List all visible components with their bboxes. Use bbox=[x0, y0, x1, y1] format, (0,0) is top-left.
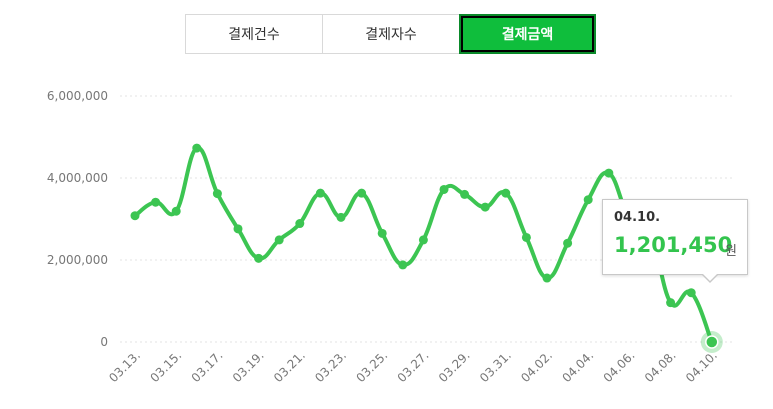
data-point[interactable] bbox=[521, 232, 531, 242]
data-point[interactable] bbox=[254, 253, 264, 263]
tooltip-date: 04.10. bbox=[614, 210, 661, 225]
x-tick-label: 03.19. bbox=[230, 348, 267, 385]
x-tick-label: 04.08. bbox=[642, 348, 679, 385]
data-point[interactable] bbox=[336, 212, 346, 222]
x-tick-label: 03.17. bbox=[189, 348, 226, 385]
data-point[interactable] bbox=[192, 143, 202, 153]
tab-payment-count[interactable]: 결제건수 bbox=[185, 14, 323, 54]
data-point[interactable] bbox=[604, 168, 614, 178]
x-tick-label: 03.29. bbox=[436, 348, 473, 385]
highlighted-point[interactable] bbox=[705, 335, 719, 349]
x-tick-label: 04.06. bbox=[601, 348, 638, 385]
metric-tabs: 결제건수 결제자수 결제금액 bbox=[185, 14, 596, 54]
data-point[interactable] bbox=[171, 206, 181, 216]
data-point[interactable] bbox=[666, 298, 676, 308]
data-point[interactable] bbox=[480, 202, 490, 212]
data-point[interactable] bbox=[130, 211, 140, 221]
data-point[interactable] bbox=[563, 238, 573, 248]
data-point[interactable] bbox=[295, 219, 305, 229]
data-point[interactable] bbox=[377, 228, 387, 238]
tooltip-value: 1,201,450 bbox=[614, 233, 733, 257]
y-tick-label: 4,000,000 bbox=[47, 171, 108, 185]
data-point[interactable] bbox=[583, 195, 593, 205]
x-tick-label: 03.25. bbox=[353, 348, 390, 385]
x-axis-labels: 03.13. 03.15. 03.17. 03.19. 03.21. 03.23. 03.2… bbox=[106, 348, 720, 385]
value-tooltip: 04.10. 1,201,450 원 bbox=[602, 199, 748, 283]
data-point[interactable] bbox=[274, 235, 284, 245]
data-points bbox=[130, 143, 723, 353]
x-tick-label: 03.13. bbox=[106, 348, 143, 385]
data-point[interactable] bbox=[501, 188, 511, 198]
x-tick-label: 03.31. bbox=[477, 348, 514, 385]
x-tick-label: 03.15. bbox=[147, 348, 184, 385]
y-tick-label: 6,000,000 bbox=[47, 89, 108, 103]
tab-payer-count[interactable]: 결제자수 bbox=[322, 14, 460, 54]
data-point[interactable] bbox=[460, 189, 470, 199]
tab-payment-amount[interactable]: 결제금액 bbox=[459, 14, 596, 54]
data-point[interactable] bbox=[233, 224, 243, 234]
data-point[interactable] bbox=[315, 188, 325, 198]
data-point[interactable] bbox=[542, 273, 552, 283]
y-tick-label: 0 bbox=[100, 335, 108, 349]
y-axis-labels: 0 2,000,000 4,000,000 6,000,000 bbox=[47, 89, 108, 349]
x-tick-label: 03.21. bbox=[271, 348, 308, 385]
data-point[interactable] bbox=[151, 197, 161, 207]
data-point[interactable] bbox=[418, 235, 428, 245]
x-tick-label: 04.04. bbox=[559, 348, 596, 385]
x-tick-label: 04.02. bbox=[518, 348, 555, 385]
tooltip-unit: 원 bbox=[725, 244, 737, 259]
tooltip-arrow bbox=[701, 273, 719, 283]
data-point[interactable] bbox=[398, 260, 408, 270]
x-tick-label: 03.27. bbox=[395, 348, 432, 385]
data-point[interactable] bbox=[439, 184, 449, 194]
x-tick-label: 04.10. bbox=[683, 348, 720, 385]
data-point[interactable] bbox=[357, 188, 367, 198]
data-point[interactable] bbox=[686, 288, 696, 298]
y-tick-label: 2,000,000 bbox=[47, 253, 108, 267]
x-tick-label: 03.23. bbox=[312, 348, 349, 385]
data-point[interactable] bbox=[212, 189, 222, 199]
